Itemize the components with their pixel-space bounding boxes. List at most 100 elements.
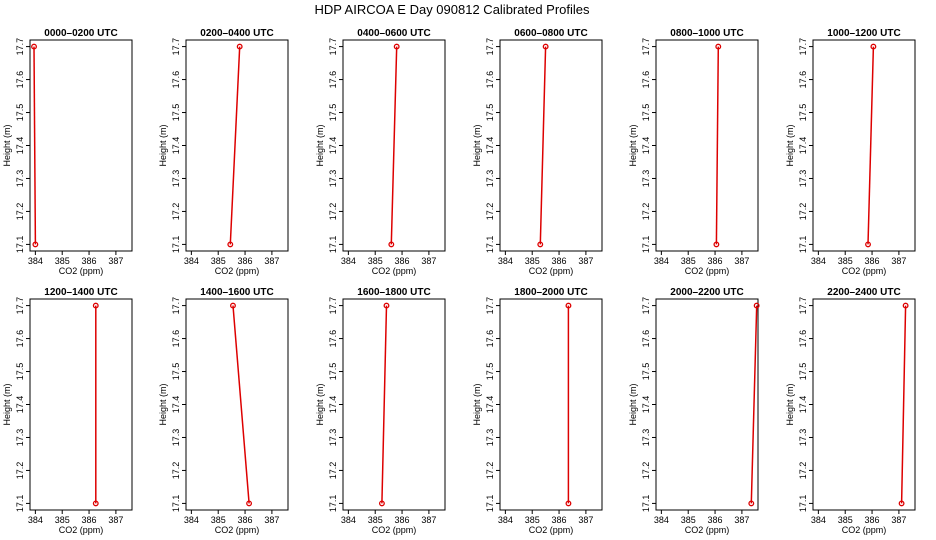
panel-9: 1800–2000 UTC 384 385 386 387 17.1 17.2 17.3 17.… [472,287,603,535]
y-tick-label: 17.6 [15,330,25,348]
profile-point [542,43,549,50]
profile-point [565,302,572,309]
y-tick-label: 17.1 [171,495,181,513]
y-tick-label: 17.3 [15,429,25,447]
profile-point [865,241,871,248]
y-tick-label: 17.3 [485,170,495,188]
x-tick-label: 385 [838,515,853,525]
y-tick-label: 17.5 [328,104,338,122]
y-tick-label: 17.4 [328,396,338,414]
y-tick-label: 17.4 [641,396,651,414]
x-tick-label: 386 [552,256,567,266]
panel-6: 1200–1400 UTC 384 385 386 387 17.1 17.2 17.3 17.… [2,287,133,535]
y-tick-label: 17.3 [641,170,651,188]
y-tick-label: 17.7 [171,38,181,56]
x-tick-label: 385 [525,515,540,525]
panel-title: 1200–1400 UTC [44,287,117,298]
x-axis-label: CO2 (ppm) [215,266,260,276]
panels-grid: 0000–0200 UTC 384 385 386 387 17.1 17.2 17.3 17.… [2,28,916,535]
x-tick-label: 385 [211,515,226,525]
y-tick-label: 17.1 [328,236,338,254]
x-tick-label: 386 [238,256,253,266]
x-tick-label: 384 [811,256,826,266]
y-tick-label: 17.6 [641,330,651,348]
figure-title: HDP AIRCOA E Day 090812 Calibrated Profi… [314,2,590,17]
y-tick-label: 17.5 [641,363,651,381]
x-tick-label: 387 [108,515,123,525]
y-tick-label: 17.1 [798,495,808,513]
y-tick-label: 17.5 [485,104,495,122]
y-tick-label: 17.4 [15,137,25,155]
panel-8: 1600–1800 UTC 384 385 386 387 17.1 17.2 17.3 17.… [315,287,446,535]
x-axis-label: CO2 (ppm) [59,266,104,276]
x-tick-label: 384 [28,256,43,266]
profile-line [900,305,907,504]
y-tick-label: 17.5 [641,104,651,122]
y-tick-label: 17.2 [15,462,25,480]
y-tick-label: 17.1 [641,495,651,513]
x-tick-label: 385 [368,515,383,525]
x-axis-label: CO2 (ppm) [215,525,260,535]
panel-3: 0600–0800 UTC 384 385 386 387 17.1 17.2 17.3 17.… [472,28,603,276]
x-tick-label: 387 [421,515,436,525]
x-tick-label: 385 [838,256,853,266]
y-tick-label: 17.5 [15,104,25,122]
y-tick-label: 17.1 [485,495,495,513]
y-tick-label: 17.4 [798,396,808,414]
profile-point [246,500,253,507]
x-tick-label: 387 [108,256,123,266]
panel-title: 1000–1200 UTC [827,28,900,39]
x-tick-label: 384 [654,515,669,525]
x-tick-label: 387 [264,256,279,266]
y-tick-label: 17.5 [171,363,181,381]
y-tick-label: 17.6 [171,71,181,89]
profile-point [236,43,243,50]
y-tick-label: 17.7 [798,297,808,315]
y-tick-label: 17.6 [328,71,338,89]
profile-point [753,302,760,309]
y-axis-label: Height (m) [628,124,638,166]
x-tick-label: 384 [341,515,356,525]
x-tick-label: 384 [341,256,356,266]
y-tick-label: 17.2 [171,462,181,480]
x-tick-label: 386 [708,256,723,266]
panel-5: 1000–1200 UTC 384 385 386 387 17.1 17.2 17.3 17.… [785,28,916,276]
y-axis-label: Height (m) [785,124,795,166]
profile-line [381,305,388,504]
x-axis-label: CO2 (ppm) [59,525,104,535]
y-axis-label: Height (m) [315,383,325,425]
y-tick-label: 17.2 [485,462,495,480]
y-tick-label: 17.6 [641,71,651,89]
y-tick-label: 17.4 [328,137,338,155]
panel-title: 0400–0600 UTC [357,28,430,39]
x-axis-label: CO2 (ppm) [372,525,417,535]
profile-point [715,43,722,50]
y-tick-label: 17.3 [798,170,808,188]
x-tick-label: 385 [55,515,70,525]
profile-point [383,302,390,309]
y-tick-label: 17.1 [15,495,25,513]
profile-line [867,46,875,245]
profile-point [230,302,236,309]
y-tick-label: 17.2 [641,203,651,221]
x-axis-label: CO2 (ppm) [529,525,574,535]
x-axis-label: CO2 (ppm) [842,266,887,276]
y-tick-label: 17.2 [485,203,495,221]
x-tick-label: 386 [395,515,410,525]
profile-line [539,46,547,245]
x-tick-label: 384 [811,515,826,525]
y-axis-label: Height (m) [315,124,325,166]
y-axis-label: Height (m) [628,383,638,425]
y-tick-label: 17.6 [485,330,495,348]
y-axis-label: Height (m) [2,383,12,425]
y-tick-label: 17.7 [798,38,808,56]
panel-title: 0600–0800 UTC [514,28,587,39]
x-tick-label: 386 [865,515,880,525]
y-tick-label: 17.2 [328,462,338,480]
x-tick-label: 385 [368,256,383,266]
y-tick-label: 17.3 [15,170,25,188]
y-tick-label: 17.4 [171,396,181,414]
x-axis-label: CO2 (ppm) [529,266,574,276]
y-tick-label: 17.1 [15,236,25,254]
y-axis-label: Height (m) [158,383,168,425]
